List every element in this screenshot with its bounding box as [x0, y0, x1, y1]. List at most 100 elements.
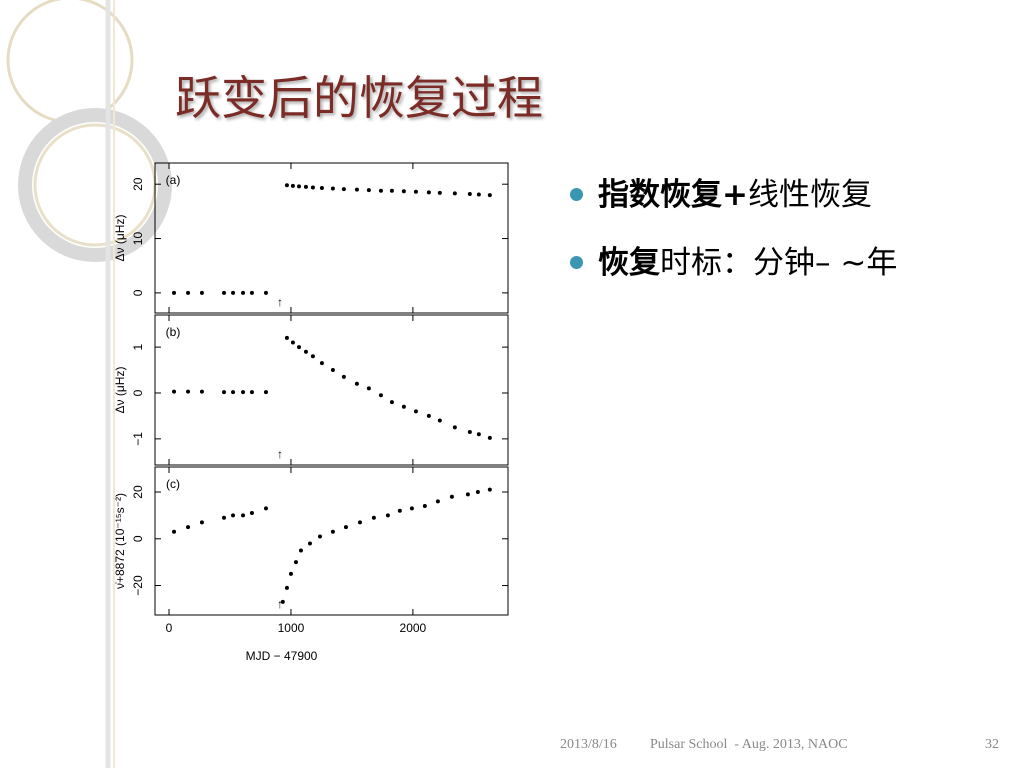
point [378, 393, 383, 398]
point [354, 187, 359, 192]
y-tick-label: −1 [131, 432, 145, 446]
y-axis-label: ν̇+8872 (10⁻¹⁵s⁻²) [113, 493, 127, 589]
point [222, 390, 227, 395]
x-tick-label: 0 [166, 621, 173, 635]
point [354, 381, 359, 386]
point [389, 188, 394, 193]
point [172, 389, 177, 394]
y-tick-label: 1 [131, 343, 145, 350]
point [310, 354, 315, 359]
y-tick-label: 20 [131, 177, 145, 191]
point [303, 184, 308, 189]
point [290, 183, 295, 188]
point [378, 188, 383, 193]
plot-frame [154, 162, 509, 314]
point [186, 389, 191, 394]
point [199, 290, 204, 295]
point [413, 409, 418, 414]
y-tick-label: 0 [131, 289, 145, 296]
bullet-bold: 恢复 [598, 245, 660, 281]
point [317, 534, 322, 539]
point [307, 541, 312, 546]
point [172, 290, 177, 295]
point [422, 504, 427, 509]
point [319, 361, 324, 366]
point [385, 513, 390, 518]
point [476, 192, 481, 197]
point [249, 390, 254, 395]
plot-frame [154, 314, 509, 466]
point [401, 189, 406, 194]
point [298, 548, 303, 553]
point [437, 190, 442, 195]
point [241, 513, 246, 518]
point [284, 183, 289, 188]
point [280, 599, 285, 604]
footer-page: 32 [985, 737, 999, 752]
point [467, 429, 472, 434]
point [475, 490, 480, 495]
point [172, 529, 177, 534]
point [487, 193, 492, 198]
point [409, 506, 414, 511]
point [186, 290, 191, 295]
deco-circle [18, 108, 172, 262]
point [199, 520, 204, 525]
point [186, 525, 191, 530]
point [389, 400, 394, 405]
point [249, 511, 254, 516]
y-tick-label: 10 [131, 232, 145, 246]
point [319, 186, 324, 190]
point [288, 571, 293, 576]
point [290, 340, 295, 345]
point [452, 425, 457, 430]
y-tick-label: 0 [131, 389, 145, 396]
plot-frame [154, 466, 509, 616]
bullet-text: 时标：分钟– ~年 [660, 245, 898, 281]
y-axis-label: Δν (μHz) [113, 215, 127, 262]
point [343, 525, 348, 530]
panel-label: (c) [166, 477, 180, 491]
y-tick-label: −20 [131, 575, 145, 596]
point [222, 515, 227, 520]
point [330, 529, 335, 534]
point [303, 349, 308, 354]
point [452, 191, 457, 196]
point [241, 290, 246, 295]
point [487, 435, 492, 440]
point [330, 186, 335, 191]
point [426, 190, 431, 195]
bullet: 指数恢复+线性恢复 [570, 168, 1024, 222]
point [401, 404, 406, 409]
annotation: ↑ [277, 295, 283, 309]
footer-date: 2013/8/16 [560, 737, 617, 752]
point [437, 418, 442, 423]
point [249, 290, 254, 295]
point [263, 506, 268, 511]
panel-label: (a) [166, 173, 181, 187]
point [284, 585, 289, 590]
point [222, 290, 227, 295]
point [263, 290, 268, 295]
point [284, 335, 289, 340]
footer-event: Pulsar School - Aug. 2013, NAOC [650, 737, 848, 752]
bullet: 恢复时标：分钟– ~年 [570, 236, 1024, 290]
point [467, 191, 472, 196]
point [435, 499, 440, 504]
slide-title: 跃变后的恢复过程 [175, 71, 543, 125]
point [231, 390, 236, 395]
point [487, 487, 492, 492]
point [293, 560, 298, 565]
point [341, 187, 346, 192]
point [413, 189, 418, 194]
point [371, 515, 376, 520]
point [426, 413, 431, 418]
point [297, 184, 302, 189]
annotation: ↑ [277, 597, 283, 611]
y-axis-label: Δν (μHz) [113, 367, 127, 414]
x-tick-label: 1000 [278, 621, 305, 635]
point [357, 520, 362, 525]
point [241, 390, 246, 395]
